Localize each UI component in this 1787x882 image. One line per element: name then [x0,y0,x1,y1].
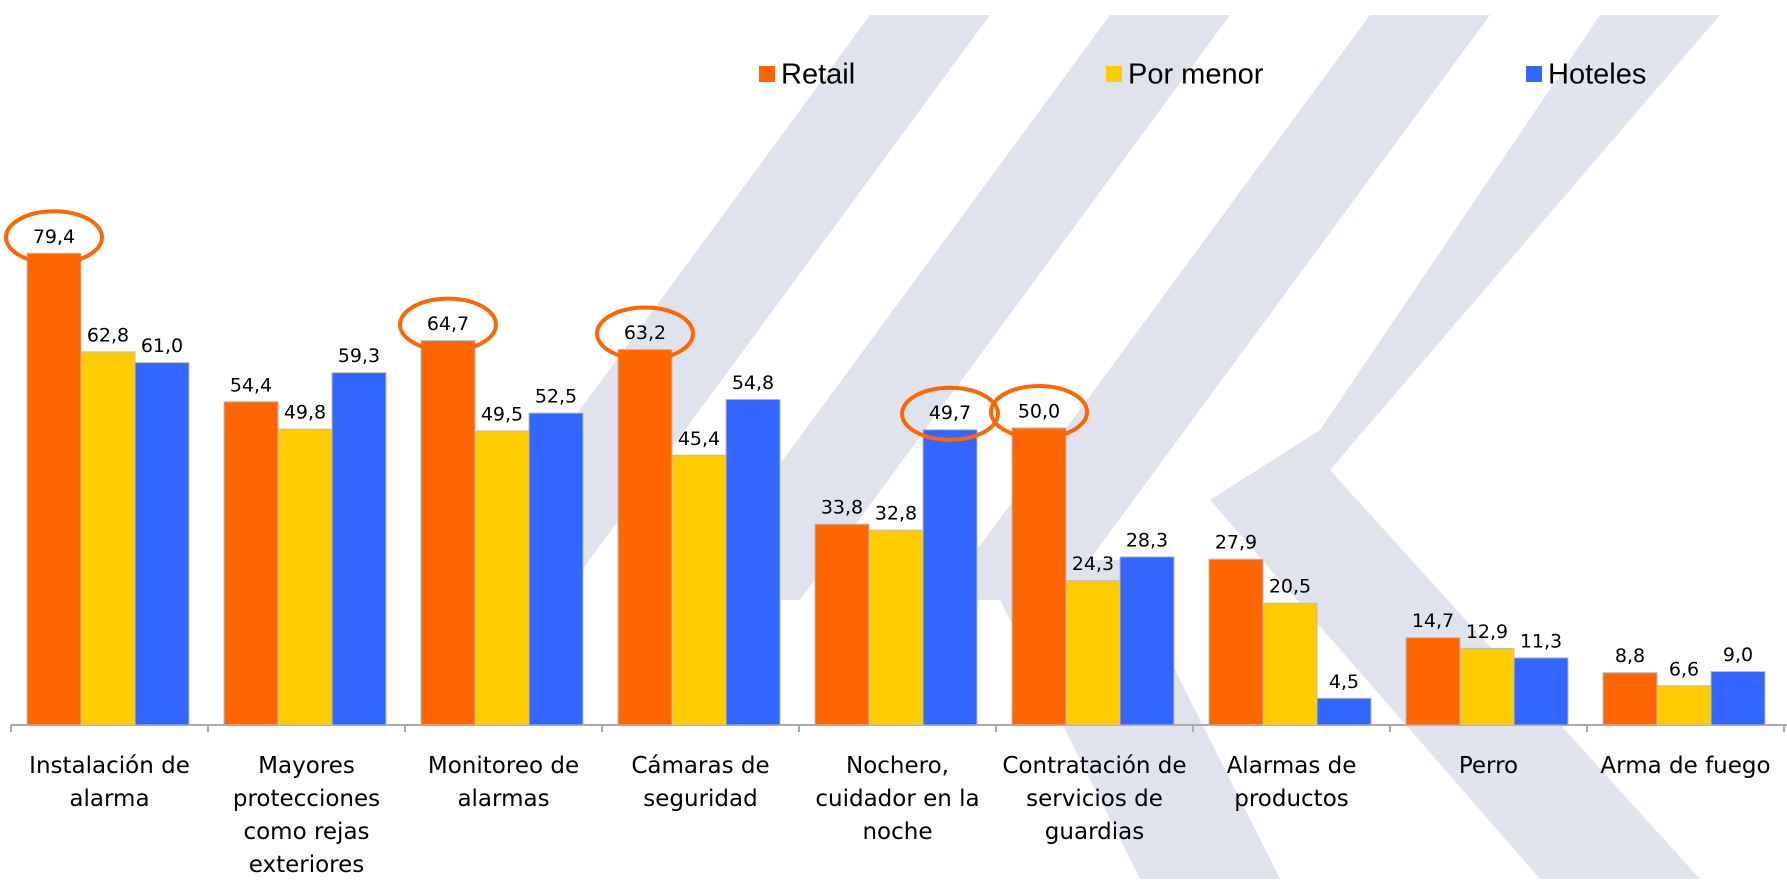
value-label: 61,0 [141,335,183,357]
x-tick-label: Arma de fuego [1600,753,1771,779]
bar [1656,685,1712,726]
value-label: 63,2 [624,322,666,344]
x-tick-label: Nochero, cuidador en la noche [815,753,980,845]
value-label: 24,3 [1072,553,1114,575]
bar [1262,602,1318,726]
bar [474,430,530,726]
value-label: 4,5 [1329,671,1359,693]
bar [223,401,279,726]
bar [420,340,476,726]
bar [134,362,190,726]
value-label: 49,5 [481,403,523,425]
value-label: 8,8 [1615,645,1645,667]
legend-label: Por menor [1128,59,1264,91]
value-label: 50,0 [1018,400,1060,422]
bar [331,372,387,726]
legend-swatch [1106,66,1122,82]
highlight-circle [398,296,498,353]
value-label: 45,4 [678,428,720,450]
x-tick-label: Monitoreo de alarmas [427,753,580,812]
x-tick-label: Mayores protecciones como rejas exterior… [232,753,381,878]
bar [922,429,978,726]
x-tick-label: Cámaras de seguridad [631,753,770,812]
x-tick-label: Instalación de alarma [29,753,190,812]
value-label: 33,8 [821,497,863,519]
bar [1065,580,1121,726]
bar [1316,697,1372,726]
bar [671,454,727,726]
bar [725,398,781,726]
value-label: 32,8 [875,503,917,525]
bar [814,523,870,726]
bar [1405,637,1461,726]
legend-label: Hoteles [1548,59,1646,91]
value-label: 11,3 [1520,630,1562,652]
value-label: 79,4 [33,226,75,248]
value-label: 28,3 [1126,529,1168,551]
highlight-circle [595,305,695,362]
value-label: 52,5 [535,386,577,408]
bar [1208,558,1264,726]
value-label: 6,6 [1669,658,1699,680]
x-tick-label: Contratación de servicios de guardias [1002,753,1187,845]
bar [80,351,136,726]
value-label: 49,8 [284,402,326,424]
x-tick-label: Alarmas de productos [1226,753,1357,812]
value-label: 20,5 [1269,576,1311,598]
legend-label: Retail [781,59,855,91]
value-label: 12,9 [1466,621,1508,643]
bar [26,252,82,726]
highlight-circle [4,209,104,266]
value-label: 27,9 [1215,532,1257,554]
value-label: 62,8 [87,324,129,346]
bar [1602,672,1658,726]
value-label: 14,7 [1412,610,1454,632]
bar [277,428,333,726]
value-label: 49,7 [929,402,971,424]
bar [617,349,673,726]
bar [528,412,584,726]
bar [1513,657,1569,726]
value-label: 9,0 [1723,644,1753,666]
bar [1119,556,1175,726]
bar [1459,647,1515,726]
value-label: 59,3 [338,345,380,367]
value-label: 54,4 [230,374,272,396]
bar [868,529,924,726]
x-tick-label: Perro [1458,753,1519,779]
value-label: 64,7 [427,313,469,335]
legend-swatch [759,66,775,82]
value-label: 54,8 [732,372,774,394]
highlight-circle [900,385,1000,442]
legend-swatch [1526,66,1542,82]
bar [1710,671,1766,726]
bar [1011,427,1067,726]
highlight-circle [989,383,1089,440]
